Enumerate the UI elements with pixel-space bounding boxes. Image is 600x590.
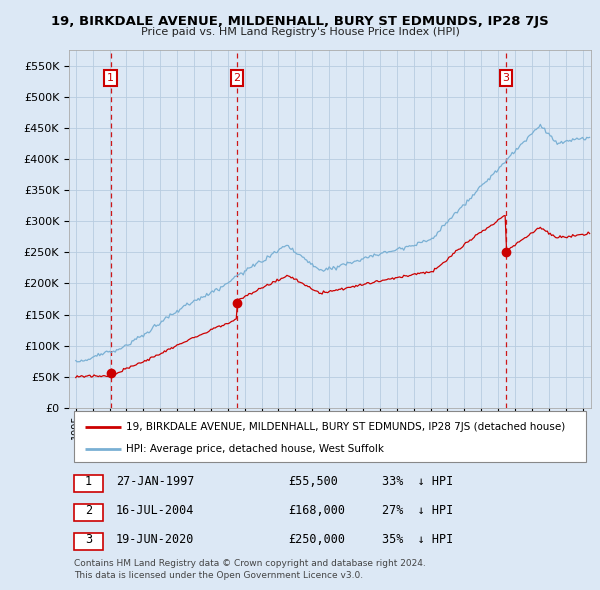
Text: 19, BIRKDALE AVENUE, MILDENHALL, BURY ST EDMUNDS, IP28 7JS: 19, BIRKDALE AVENUE, MILDENHALL, BURY ST… [51, 15, 549, 28]
Text: 16-JUL-2004: 16-JUL-2004 [116, 503, 194, 517]
Text: £168,000: £168,000 [288, 503, 345, 517]
Text: £55,500: £55,500 [288, 474, 338, 487]
Text: This data is licensed under the Open Government Licence v3.0.: This data is licensed under the Open Gov… [74, 571, 364, 579]
Text: 2: 2 [85, 503, 92, 517]
Text: 27%  ↓ HPI: 27% ↓ HPI [382, 503, 454, 517]
Text: 19, BIRKDALE AVENUE, MILDENHALL, BURY ST EDMUNDS, IP28 7JS (detached house): 19, BIRKDALE AVENUE, MILDENHALL, BURY ST… [127, 422, 566, 432]
Text: 35%  ↓ HPI: 35% ↓ HPI [382, 533, 454, 546]
Text: 33%  ↓ HPI: 33% ↓ HPI [382, 474, 454, 487]
Text: 3: 3 [85, 533, 92, 546]
Text: 27-JAN-1997: 27-JAN-1997 [116, 474, 194, 487]
FancyBboxPatch shape [74, 504, 103, 521]
Text: 1: 1 [107, 73, 114, 83]
FancyBboxPatch shape [74, 533, 103, 550]
Text: 2: 2 [233, 73, 241, 83]
Text: Contains HM Land Registry data © Crown copyright and database right 2024.: Contains HM Land Registry data © Crown c… [74, 559, 426, 568]
Text: 19-JUN-2020: 19-JUN-2020 [116, 533, 194, 546]
Text: Price paid vs. HM Land Registry's House Price Index (HPI): Price paid vs. HM Land Registry's House … [140, 27, 460, 37]
Text: £250,000: £250,000 [288, 533, 345, 546]
FancyBboxPatch shape [74, 475, 103, 492]
Text: 1: 1 [85, 474, 92, 487]
FancyBboxPatch shape [74, 411, 586, 463]
Text: 3: 3 [502, 73, 509, 83]
Text: HPI: Average price, detached house, West Suffolk: HPI: Average price, detached house, West… [127, 444, 385, 454]
